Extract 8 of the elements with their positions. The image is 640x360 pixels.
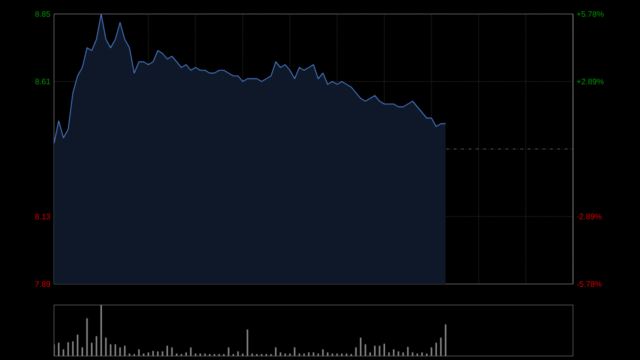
y2-tick-label: +5.78%	[576, 11, 604, 17]
y-tick-label: 8.61	[35, 78, 50, 84]
y2-tick-label: -5.78%	[576, 281, 602, 287]
y2-tick-label: +2.89%	[576, 78, 604, 84]
y-tick-label: 8.13	[35, 214, 50, 220]
y-tick-label: 7.89	[35, 281, 50, 287]
y-tick-label: 8.85	[35, 11, 50, 17]
y2-tick-label: -2.89%	[576, 214, 602, 220]
